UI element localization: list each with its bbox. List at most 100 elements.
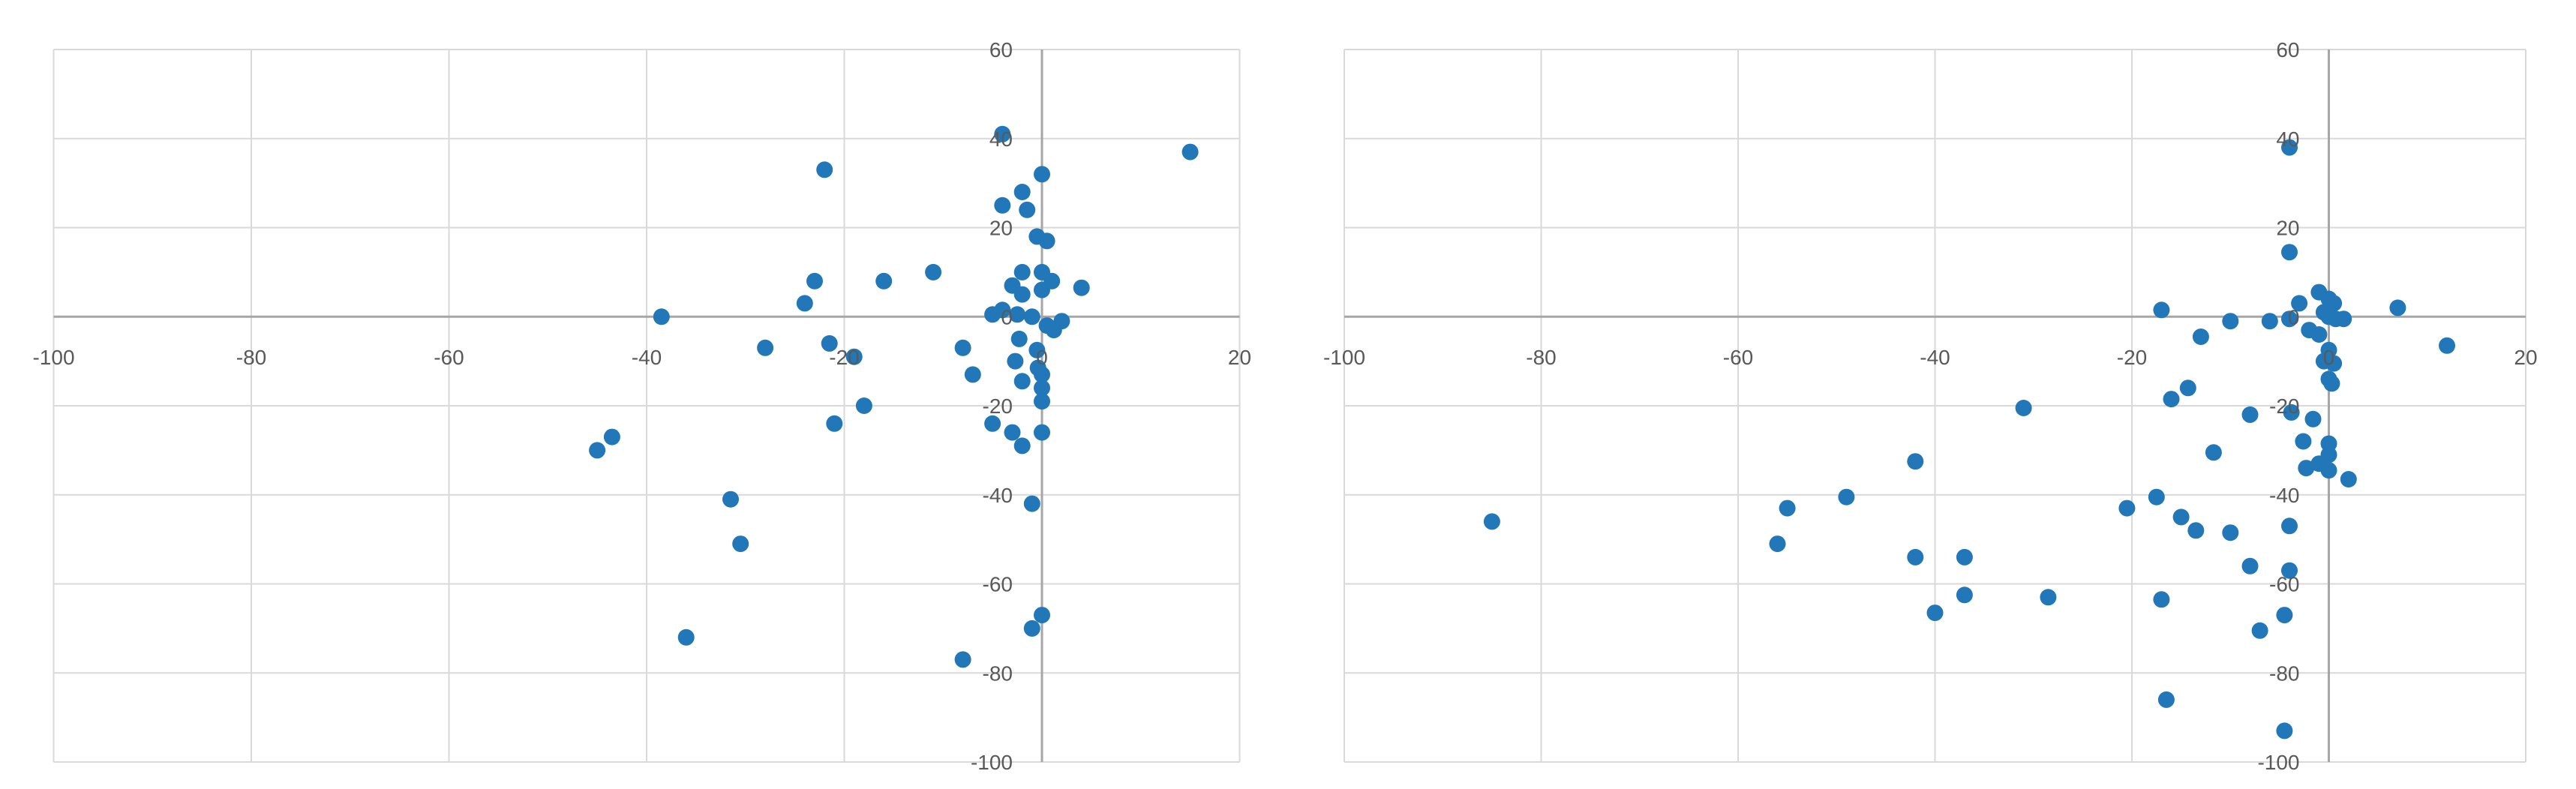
data-point [1034,393,1050,410]
data-point [1043,272,1061,290]
data-point [1013,437,1031,454]
data-point [1028,341,1046,358]
data-point [1029,359,1046,376]
data-point [875,272,893,290]
data-point [2281,139,2298,156]
data-point [677,628,695,646]
data-point [1181,143,1199,160]
data-point [1483,513,1500,530]
data-point [994,196,1011,214]
data-point [2241,557,2259,574]
x-tick-label: -60 [1723,346,1753,369]
data-point [994,125,1011,142]
data-point [2153,302,2170,319]
data-point [2192,328,2209,345]
data-point [2291,295,2308,312]
data-point [1010,330,1028,347]
data-point [1779,500,1796,517]
data-point [816,161,833,178]
y-tick-label: 60 [989,38,1013,62]
y-tick-label: -20 [2269,394,2299,418]
y-tick-label: 60 [2276,38,2299,62]
data-point [2283,404,2300,421]
y-tick-label: -80 [2269,662,2299,685]
data-point [925,263,942,280]
data-point [984,415,1001,432]
data-point [855,398,872,414]
data-point [2295,433,2312,450]
data-point [1007,352,1024,370]
data-point [2298,460,2315,477]
data-point [954,651,971,668]
data-point [2261,313,2278,330]
x-tick-label: -20 [829,346,859,369]
data-point [1034,424,1050,441]
x-tick-label: -60 [434,346,464,369]
axis-labels: -100 -80 -60 -40 -20 0 20 60 40 20 0 -20 -40 -60 -80 -1… [32,38,1251,774]
data-point [1023,495,1040,512]
data-point [2187,522,2205,539]
data-point [845,348,863,365]
gridlines [53,49,1241,763]
x-tick-label: -40 [632,346,662,369]
x-tick-label: -100 [1323,346,1365,369]
x-tick-label: -80 [236,346,266,369]
x-tick-label: 0 [1036,346,1048,369]
data-point [589,442,606,459]
data-point [1023,620,1040,637]
axis-labels: -100 -80 -60 -40 -20 0 20 60 40 20 0 -20 -40 -60 -80 -1… [1323,38,2538,774]
data-point [732,536,749,553]
x-tick-label: -100 [32,346,74,369]
data-point [826,415,843,432]
scatter-series [589,125,1199,668]
y-tick-label: -100 [2257,751,2299,774]
data-point [1053,313,1070,330]
data-point [2304,410,2322,428]
data-point [1034,607,1050,624]
data-point [1013,286,1031,303]
data-point [757,339,774,356]
data-point [2325,355,2343,372]
x-tick-label: 0 [2323,346,2335,369]
data-point [964,366,981,383]
data-point [2148,488,2165,506]
data-point [1956,548,1973,566]
data-point [2157,691,2175,708]
data-point [603,428,620,446]
data-point [2222,313,2239,330]
y-tick-label: 0 [1001,305,1013,328]
data-point [2281,562,2298,579]
y-tick-label: 0 [2288,305,2300,328]
data-point [1013,263,1031,280]
data-point [1034,166,1050,183]
data-point [1838,488,1855,506]
y-tick-label: -60 [983,573,1013,596]
y-tick-label: 20 [2276,217,2299,240]
data-point [1073,279,1090,296]
data-point [722,490,739,508]
data-point [984,306,1001,323]
data-point [821,334,838,352]
data-point [1034,380,1050,397]
data-point [1004,424,1021,441]
data-point [2310,326,2328,343]
data-point [1926,604,1944,622]
data-point [2118,500,2136,517]
left-scatter-plot: -100 -80 -60 -40 -20 0 20 60 40 20 0 -20 -40 -60 -80 -1… [32,38,1251,774]
data-point [2172,508,2190,526]
x-tick-label: -40 [1920,346,1950,369]
data-point [2153,591,2170,608]
scatter-series [1483,139,2455,740]
data-point [1023,308,1040,326]
data-point [806,272,823,290]
data-point [2222,524,2239,542]
data-point [1009,306,1026,323]
data-point [2439,337,2455,354]
data-point [2040,589,2057,606]
data-point [2340,471,2357,488]
data-point [1956,586,1973,604]
data-point [2015,400,2032,416]
data-point [1038,232,1055,250]
